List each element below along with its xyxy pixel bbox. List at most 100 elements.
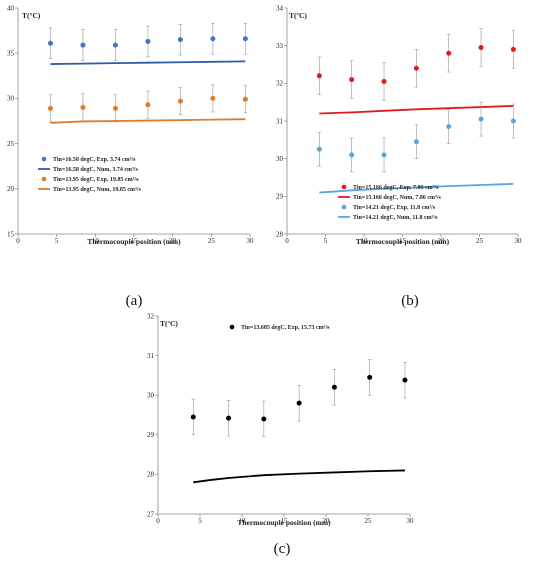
data-point [242,96,248,102]
chart-panel-b: 0 5 10 15 20 25 30 28 29 30 31 32 33 34 Thermocouple p… [276,4,522,309]
legend-label: Tin=15.166 degC, Exp, 7.86 cm³/s [353,185,439,191]
y-tick-label: 33 [276,42,284,50]
series-line [193,469,405,484]
x-tick-label: 30 [247,237,255,245]
data-point [177,98,183,104]
legend-swatch-marker [341,204,347,210]
legend-label: Tin=14.21 degC, Num, 11.8 cm³/s [353,215,438,221]
x-tick-label: 25 [208,237,216,245]
data-point [367,374,373,380]
y-axis-label: T(°C) [22,11,41,20]
y-tick-label: 30 [7,95,15,103]
data-point [510,118,516,124]
data-point [190,414,196,420]
series-line [319,105,514,115]
y-tick-label: 29 [147,431,155,439]
data-point [226,415,232,421]
x-tick-label: 20 [323,517,331,525]
x-tick-label: 25 [365,517,373,525]
y-tick-label: 31 [147,352,155,360]
data-point [80,42,86,48]
x-tick-label: 25 [476,237,484,245]
y-tick-label: 28 [276,230,284,238]
y-tick-label: 30 [147,392,155,400]
x-tick-label: 10 [92,237,100,245]
data-point [112,105,118,111]
data-point [177,37,183,43]
chart-panel-c: 0 5 10 15 20 25 30 27 28 29 30 31 32 Thermocouple pos… [147,312,414,557]
data-point [80,104,86,110]
data-point [478,116,484,122]
data-point [381,78,387,84]
x-tick-label: 5 [55,237,59,245]
data-point [331,384,337,390]
data-point [349,152,355,158]
legend-swatch-marker [341,184,347,190]
data-point [296,400,302,406]
legend-label: Tin=13.685 degC, Exp, 15.73 cm³/s [241,325,330,331]
data-point [242,36,248,42]
y-tick-label: 25 [7,140,15,148]
data-point [47,40,53,46]
y-tick-label: 29 [276,193,284,201]
legend: Tin=16.58 degC, Exp, 3.74 cm³/s Tin=16.58… [38,156,141,193]
y-tick-label: 32 [276,80,284,88]
x-tick-label: 30 [407,517,415,525]
data-point [478,45,484,51]
x-tick-label: 5 [198,517,202,525]
data-point [261,416,267,422]
y-axis-label: T(ºC) [160,319,178,328]
data-point [210,95,216,101]
y-tick-label: 31 [276,117,284,125]
x-tick-label: 15 [131,237,139,245]
legend-label: Tin=16.58 degC, Num, 3.74 cm³/s [53,167,138,173]
data-point [402,377,408,383]
legend-swatch-marker [229,324,235,330]
data-point [316,146,322,152]
data-point [47,105,53,111]
panel-caption: (a) [126,293,143,309]
series-line [319,183,514,194]
x-tick-label: 0 [156,517,160,525]
legend: Tin=15.166 degC, Exp, 7.86 cm³/s Tin=15.1… [338,184,441,221]
y-tick-label: 15 [7,230,15,238]
data-point [446,124,452,130]
y-tick-label: 35 [7,50,15,58]
data-point [112,42,118,48]
data-point [510,46,516,52]
data-point [349,77,355,83]
x-axis-label: Thermocouple position (mm) [87,237,181,246]
legend: Tin=13.685 degC, Exp, 15.73 cm³/s [229,324,330,331]
x-axis-label: Thermocouple position (mm) [356,237,450,246]
data-point [446,50,452,56]
legend-label: Tin=16.58 degC, Exp, 3.74 cm³/s [53,157,136,163]
legend-swatch-marker [41,176,47,182]
x-tick-label: 20 [169,237,177,245]
data-point [145,102,151,108]
x-tick-label: 10 [361,237,369,245]
x-tick-label: 30 [515,237,523,245]
y-tick-label: 40 [7,4,15,12]
x-tick-label: 20 [438,237,446,245]
data-point [381,152,387,158]
legend-swatch-marker [41,156,47,162]
data-point [413,139,419,145]
x-axis-label: Thermocouple position (mm) [237,518,331,527]
x-tick-label: 0 [285,237,289,245]
legend-label: Tin=14.21 degC, Exp, 11.8 cm³/s [353,205,436,211]
data-point [316,73,322,79]
x-tick-label: 15 [399,237,407,245]
series-line [50,60,246,65]
legend-label: Tin=15.166 degC, Num, 7.86 cm³/s [353,195,441,201]
y-tick-label: 32 [147,312,155,320]
series-line [50,118,246,124]
y-tick-label: 28 [147,471,155,479]
data-point [413,65,419,71]
chart-panel-a: 0 5 10 15 20 25 30 15 20 25 30 35 40 Thermocouple pos… [7,4,254,309]
y-tick-label: 30 [276,155,284,163]
y-tick-label: 27 [147,510,155,518]
y-tick-label: 20 [7,185,15,193]
panel-caption: (c) [274,541,291,557]
x-tick-label: 0 [16,237,20,245]
